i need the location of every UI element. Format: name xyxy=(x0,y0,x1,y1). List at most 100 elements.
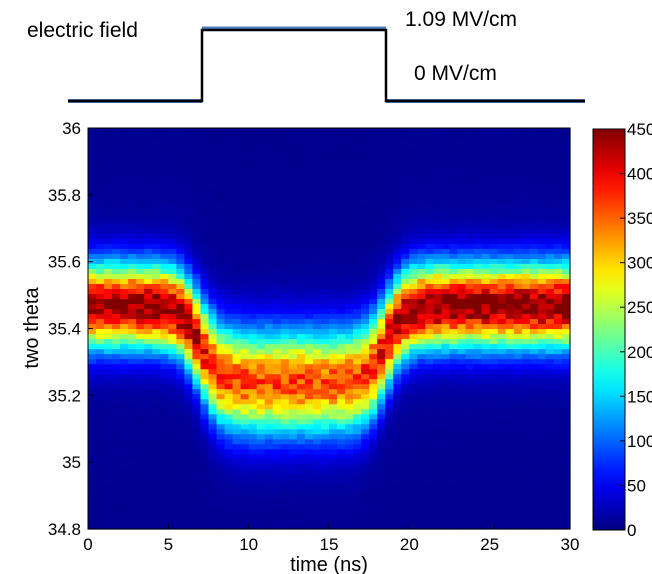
heatmap-cell xyxy=(457,303,467,310)
heatmap-cell xyxy=(176,513,185,520)
heatmap-cell xyxy=(345,138,354,144)
heatmap-cell xyxy=(449,353,459,360)
heatmap-cell xyxy=(320,148,330,154)
heatmap-cell xyxy=(200,448,210,455)
heatmap-cell xyxy=(385,298,394,305)
heatmap-cell xyxy=(200,323,210,330)
heatmap-cell xyxy=(232,463,242,470)
heatmap-cell xyxy=(304,133,314,139)
heatmap-cell xyxy=(545,388,555,395)
heatmap-cell xyxy=(417,253,426,259)
heatmap-cell xyxy=(96,168,105,174)
heatmap-cell xyxy=(176,143,185,149)
heatmap-cell xyxy=(168,193,177,199)
heatmap-cell xyxy=(473,468,483,475)
heatmap-cell xyxy=(144,273,153,279)
heatmap-cell xyxy=(465,303,475,310)
heatmap-cell xyxy=(329,188,338,194)
heatmap-cell xyxy=(489,218,499,224)
heatmap-cell xyxy=(425,373,435,380)
heatmap-cell xyxy=(537,398,547,405)
heatmap-cell xyxy=(425,378,435,385)
heatmap-cell xyxy=(96,348,105,355)
heatmap-cell xyxy=(425,368,435,375)
heatmap-cell xyxy=(208,383,218,390)
heatmap-cell xyxy=(489,348,499,355)
heatmap-cell xyxy=(433,388,443,395)
heatmap-cell xyxy=(216,408,226,415)
heatmap-cell xyxy=(88,168,97,174)
heatmap-cell xyxy=(248,128,258,134)
heatmap-cell xyxy=(104,273,113,279)
heatmap-cell xyxy=(537,438,547,445)
heatmap-cell xyxy=(537,223,547,229)
heatmap-cell xyxy=(128,323,137,330)
heatmap-cell xyxy=(88,253,97,259)
heatmap-cell xyxy=(489,448,499,455)
heatmap-cell xyxy=(417,433,426,440)
heatmap-cell xyxy=(128,263,137,269)
heatmap-cell xyxy=(489,373,499,380)
heatmap-cell xyxy=(224,333,234,340)
heatmap-cell xyxy=(216,238,226,244)
heatmap-cell xyxy=(120,378,129,385)
heatmap-cell xyxy=(112,353,121,360)
heatmap-cell xyxy=(280,258,290,264)
heatmap-cell xyxy=(144,253,153,259)
heatmap-cell xyxy=(136,373,145,380)
heatmap-cell xyxy=(489,308,499,315)
heatmap-cell xyxy=(377,128,386,134)
heatmap-cell xyxy=(361,493,370,500)
heatmap-cell xyxy=(513,473,523,480)
heatmap-cell xyxy=(240,473,250,480)
heatmap-cell xyxy=(152,428,161,435)
heatmap-cell xyxy=(465,358,475,365)
heatmap-cell xyxy=(296,433,306,440)
heatmap-cell xyxy=(353,403,362,410)
heatmap-cell xyxy=(96,188,105,194)
heatmap-cell xyxy=(521,378,531,385)
heatmap-cell xyxy=(296,238,306,244)
heatmap-cell xyxy=(545,173,555,179)
heatmap-cell xyxy=(497,513,507,520)
heatmap-cell xyxy=(176,468,185,475)
heatmap-cell xyxy=(128,508,137,515)
heatmap-cell xyxy=(393,343,402,350)
heatmap-cell xyxy=(433,343,443,350)
heatmap-cell xyxy=(104,223,113,229)
heatmap-cell xyxy=(425,163,435,169)
heatmap-cell xyxy=(457,283,467,289)
heatmap-cell xyxy=(240,218,250,224)
heatmap-cell xyxy=(128,453,137,460)
heatmap-cell xyxy=(216,293,226,300)
heatmap-cell xyxy=(489,463,499,470)
heatmap-cell xyxy=(369,428,378,435)
heatmap-cell xyxy=(120,508,129,515)
heatmap-cell xyxy=(433,258,443,264)
heatmap-cell xyxy=(184,243,194,249)
heatmap-cell xyxy=(248,388,258,395)
heatmap-cell xyxy=(256,473,266,480)
heatmap-cell xyxy=(160,498,169,505)
heatmap-cell xyxy=(513,358,523,365)
heatmap-cell xyxy=(393,458,402,465)
heatmap-cell xyxy=(240,138,250,144)
heatmap-cell xyxy=(361,133,370,139)
heatmap-cell xyxy=(409,403,418,410)
heatmap-cell xyxy=(489,198,499,204)
heatmap-cell xyxy=(441,428,451,435)
heatmap-cell xyxy=(505,488,515,495)
heatmap-cell xyxy=(409,248,418,254)
heatmap-cell xyxy=(248,518,258,525)
heatmap-cell xyxy=(377,223,386,229)
heatmap-cell xyxy=(112,243,121,249)
heatmap-cell xyxy=(264,293,274,300)
heatmap-cell xyxy=(160,413,169,420)
heatmap-cell xyxy=(505,128,515,134)
heatmap-cell xyxy=(489,158,499,164)
heatmap-cell xyxy=(280,448,290,455)
heatmap-cell xyxy=(288,173,298,179)
heatmap-cell xyxy=(329,138,338,144)
heatmap-cell xyxy=(232,483,242,490)
heatmap-cell xyxy=(497,348,507,355)
